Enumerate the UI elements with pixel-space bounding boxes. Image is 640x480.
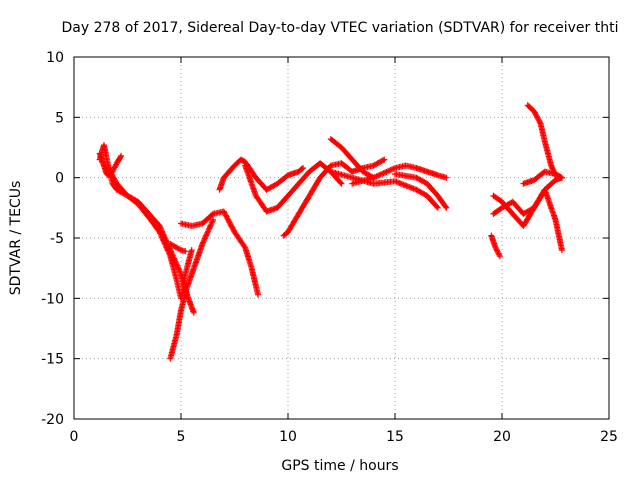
series-marks bbox=[327, 168, 441, 211]
x-tick-label: 20 bbox=[493, 429, 511, 445]
x-tick-label: 0 bbox=[70, 429, 79, 445]
series-marks bbox=[488, 232, 503, 260]
x-tick-label: 25 bbox=[600, 429, 618, 445]
series-marks bbox=[349, 162, 450, 187]
series-marks bbox=[524, 102, 559, 179]
series-marks bbox=[167, 241, 189, 255]
chart-title: Day 278 of 2017, Sidereal Day-to-day VTE… bbox=[62, 20, 619, 36]
series-marks bbox=[105, 165, 195, 302]
y-tick-label: 5 bbox=[55, 110, 64, 126]
series-marks bbox=[280, 156, 388, 239]
series-marks bbox=[520, 168, 565, 187]
y-tick-label: 10 bbox=[46, 50, 64, 66]
x-tick-label: 5 bbox=[177, 429, 186, 445]
series-marks bbox=[392, 171, 450, 211]
series-marks bbox=[178, 208, 261, 298]
x-tick-label: 10 bbox=[279, 429, 297, 445]
y-tick-label: -15 bbox=[41, 352, 64, 368]
series-marks bbox=[327, 136, 377, 181]
plot-frame bbox=[73, 56, 610, 420]
data-series bbox=[96, 102, 565, 362]
x-axis-label: GPS time / hours bbox=[281, 458, 398, 474]
y-tick-label: 0 bbox=[55, 171, 64, 187]
series-marks bbox=[167, 216, 217, 362]
series-marks bbox=[490, 186, 565, 254]
x-tick-label: 15 bbox=[386, 429, 404, 445]
y-tick-label: -20 bbox=[41, 412, 64, 428]
y-axis-label: SDTVAR / TECUs bbox=[8, 181, 24, 296]
y-tick-label: -10 bbox=[41, 291, 64, 307]
y-tick-label: -5 bbox=[50, 231, 64, 247]
series-marks bbox=[216, 156, 306, 193]
grid bbox=[74, 57, 609, 419]
